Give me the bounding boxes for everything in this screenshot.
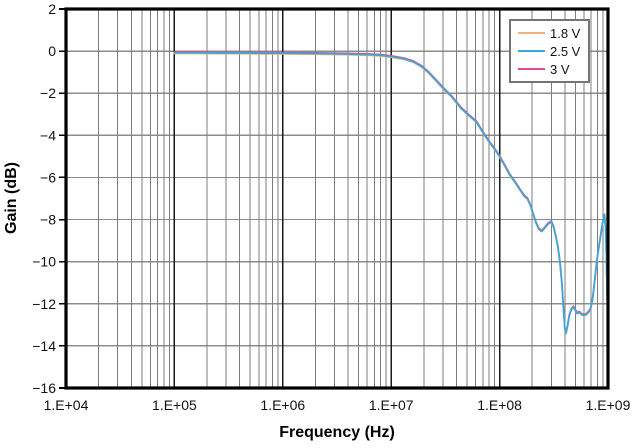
legend-item-18v: 1.8 V xyxy=(518,25,584,41)
x-tick-label: 1.E+07 xyxy=(369,397,414,413)
grid-layer xyxy=(65,9,608,388)
y-tick-label: −2 xyxy=(40,85,56,101)
legend-label: 1.8 V xyxy=(550,25,581,41)
x-tick-label: 1.E+06 xyxy=(260,397,305,413)
tick-layer xyxy=(59,8,65,389)
x-tick-label: 1.E+09 xyxy=(586,397,631,413)
y-tick-label: −12 xyxy=(32,296,56,312)
legend-item-3v: 3 V xyxy=(518,61,584,77)
x-axis-title: Frequency (Hz) xyxy=(279,424,395,441)
y-tick-label: −16 xyxy=(32,380,56,396)
legend-line-swatch xyxy=(518,32,545,34)
y-axis-title: Gain (dB) xyxy=(3,162,20,234)
y-tick-label: −6 xyxy=(40,169,56,185)
legend-box: 1.8 V 2.5 V 3 V xyxy=(509,19,590,83)
y-tick-label: −4 xyxy=(40,127,56,143)
y-tick-label: 2 xyxy=(48,1,56,17)
x-tick-label: 1.E+08 xyxy=(477,397,522,413)
legend-line-swatch xyxy=(518,50,545,52)
y-tick-label: −14 xyxy=(32,338,56,354)
legend-line-swatch xyxy=(518,68,545,70)
plot-border xyxy=(64,7,610,390)
tick-labels: 2 0 −2 −4 −6 −8 −10 −12 −14 −161.E+04 1.E+05 1.E+06… xyxy=(32,1,630,413)
plot-frame xyxy=(64,7,610,390)
x-tick-label: 1.E+04 xyxy=(44,397,89,413)
legend-label: 3 V xyxy=(550,61,570,77)
legend-item-25v: 2.5 V xyxy=(518,43,584,59)
series-layer xyxy=(173,51,609,335)
y-tick-label: 0 xyxy=(48,43,56,59)
y-tick-label: −10 xyxy=(32,254,56,270)
y-tick-label: −8 xyxy=(40,212,56,228)
legend-label: 2.5 V xyxy=(550,43,581,59)
series-line-25v xyxy=(173,51,609,335)
x-tick-label: 1.E+05 xyxy=(152,397,197,413)
